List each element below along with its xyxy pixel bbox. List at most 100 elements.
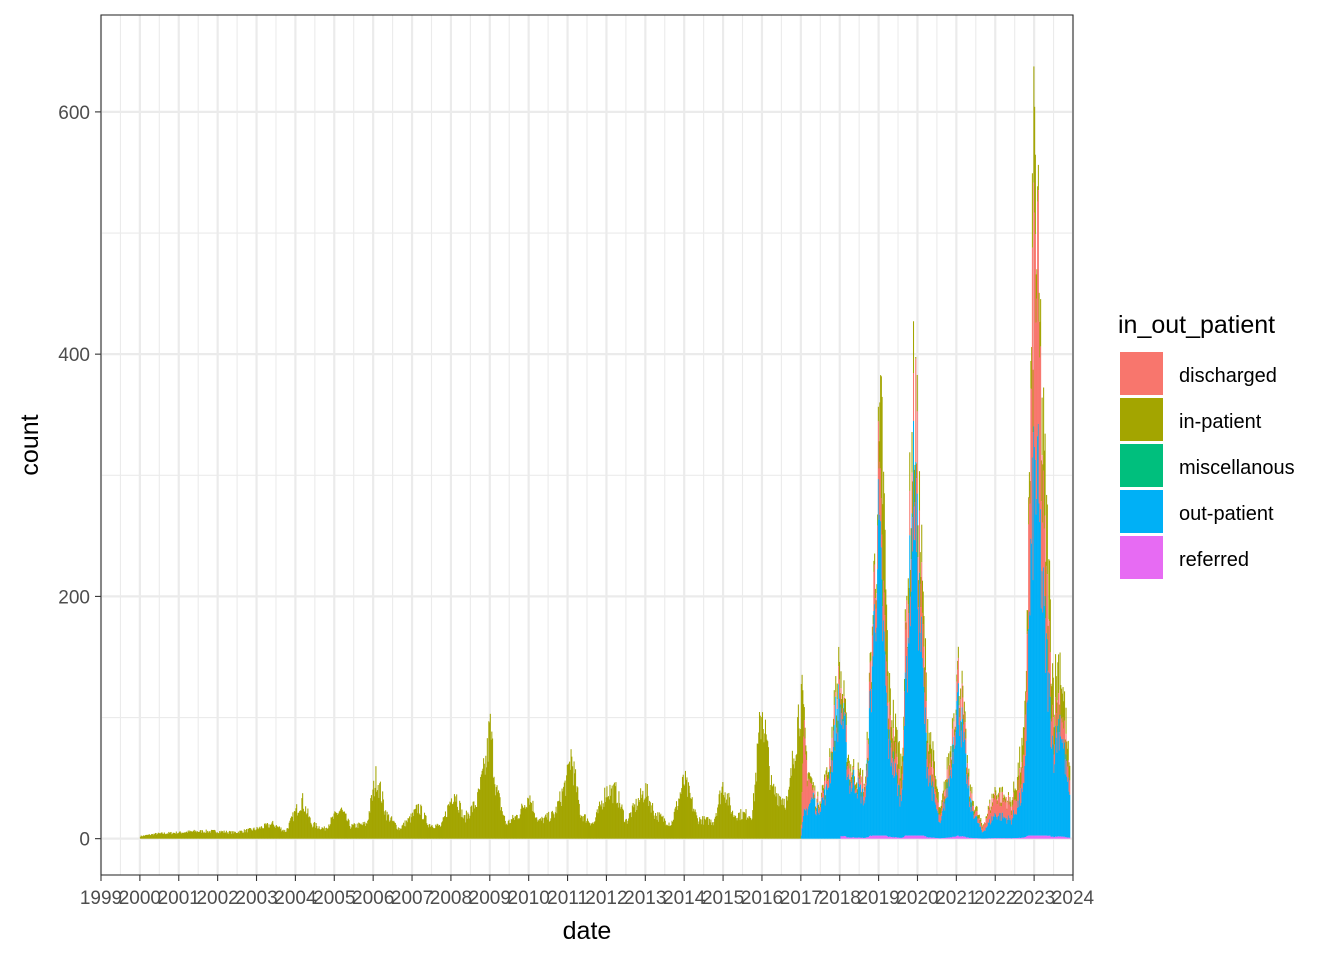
bar-referred (1054, 837, 1056, 839)
bar-discharged (803, 736, 805, 816)
bar-referred (888, 837, 890, 839)
bar-in-patient (316, 825, 318, 839)
bar-in-patient (525, 806, 527, 839)
bar-in-patient (179, 831, 181, 839)
bar-in-patient (940, 805, 942, 814)
bar-in-patient (195, 830, 197, 839)
bar-out-patient (1009, 817, 1011, 839)
bar-in-patient (483, 758, 485, 839)
bar-in-patient (329, 824, 331, 839)
bar-in-patient (742, 811, 744, 839)
bar-in-patient (279, 828, 281, 839)
bar-in-patient (722, 782, 724, 839)
bar-out-patient (937, 813, 939, 839)
bar-discharged (969, 801, 971, 808)
bar-out-patient (859, 787, 861, 838)
bar-referred (918, 835, 920, 839)
bar-in-patient (618, 791, 620, 839)
bar-discharged (1001, 791, 1004, 813)
bar-discharged (1023, 755, 1025, 784)
bar-in-patient (897, 764, 899, 784)
bar-discharged (840, 688, 842, 705)
bar-in-patient (145, 834, 147, 839)
bar-in-patient (963, 714, 965, 725)
bar-in-patient (723, 797, 725, 839)
bar-in-patient (509, 823, 512, 839)
bar-in-patient (147, 834, 149, 839)
bar-in-patient (581, 815, 583, 839)
bar-in-patient (447, 804, 449, 839)
bar-in-patient (538, 820, 540, 839)
bar-in-patient (447, 805, 449, 839)
bar-discharged (859, 779, 861, 788)
bar-in-patient (733, 815, 735, 839)
bar-in-patient (504, 820, 506, 839)
bar-in-patient (641, 794, 643, 839)
bar-out-patient (821, 797, 823, 839)
bar-referred (899, 838, 901, 839)
bar-in-patient (287, 828, 289, 839)
bar-in-patient (558, 800, 560, 839)
bar-in-patient (562, 791, 564, 839)
bar-discharged (942, 799, 944, 809)
bar-in-patient (198, 832, 200, 839)
bar-in-patient (611, 785, 613, 839)
bar-discharged (901, 773, 903, 790)
bar-in-patient (284, 829, 286, 839)
bar-discharged (983, 824, 985, 832)
bar-in-patient (443, 817, 445, 839)
bar-in-patient (341, 809, 343, 839)
bar-out-patient (965, 753, 967, 837)
bar-discharged (912, 517, 914, 552)
bar-out-patient (1040, 509, 1042, 836)
bar-out-patient (960, 747, 962, 837)
bar-referred (998, 838, 1001, 839)
bar-in-patient (850, 764, 852, 772)
x-tick-label: 2010 (508, 888, 550, 909)
bar-out-patient (983, 831, 985, 839)
bar-in-patient (319, 829, 321, 839)
bar-out-patient (930, 785, 932, 838)
bar-discharged (997, 798, 999, 817)
bar-out-patient (1025, 755, 1027, 838)
bar-out-patient (907, 637, 909, 836)
bar-discharged (829, 757, 831, 770)
bar-in-patient (306, 813, 308, 839)
bar-discharged (1030, 388, 1032, 539)
bar-in-patient (939, 808, 941, 816)
bar-in-patient (304, 811, 306, 839)
bar-discharged (910, 559, 912, 592)
bar-in-patient (666, 824, 668, 839)
bar-in-patient (672, 821, 674, 839)
bar-in-patient (779, 795, 781, 839)
bar-in-patient (295, 808, 297, 839)
bar-in-patient (692, 811, 694, 839)
bar-in-patient (311, 827, 313, 839)
bar-discharged (852, 773, 854, 775)
bar-discharged (960, 699, 962, 721)
bar-referred (1014, 838, 1016, 839)
bar-in-patient (476, 806, 478, 839)
bar-in-patient (880, 376, 882, 499)
bar-in-patient (471, 805, 473, 839)
bar-referred (1028, 835, 1030, 839)
bar-in-patient (714, 816, 716, 839)
bar-discharged (871, 635, 873, 667)
bar-in-patient (1059, 652, 1061, 690)
bar-in-patient (679, 792, 681, 839)
bar-in-patient (1000, 787, 1002, 793)
bar-out-patient (898, 784, 900, 838)
bar-discharged (1058, 732, 1060, 751)
bar-in-patient (401, 825, 403, 839)
bar-in-patient (310, 822, 312, 839)
bar-in-patient (422, 819, 424, 839)
bar-in-patient (858, 769, 860, 777)
bar-discharged (982, 826, 984, 832)
bar-referred (912, 835, 914, 839)
bar-in-patient (913, 469, 915, 507)
bar-out-patient (912, 551, 914, 836)
bar-in-patient (361, 824, 363, 839)
bar-out-patient (977, 822, 979, 839)
bar-in-patient (757, 743, 759, 839)
